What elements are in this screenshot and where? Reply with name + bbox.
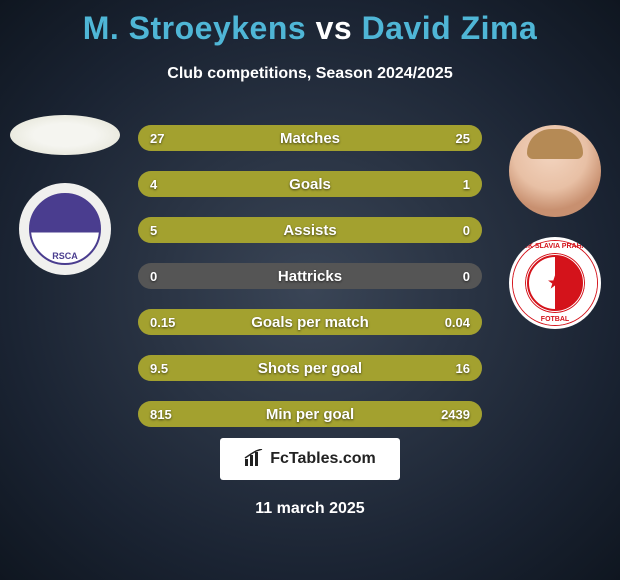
stat-value-right: 16 [444,355,482,381]
brand-logo: FcTables.com [220,438,400,480]
date-text: 11 march 2025 [0,500,620,518]
stat-value-left: 4 [138,171,169,197]
stat-value-left: 815 [138,401,184,427]
stat-row: Goals4 1 [138,171,482,197]
stat-value-left: 27 [138,125,176,151]
right-column: SK SLAVIA PRAHA FOTBAL [500,125,610,349]
player2-club-badge: SK SLAVIA PRAHA FOTBAL [509,237,601,329]
stat-value-left: 0 [138,263,169,289]
stat-row: Hattricks0 0 [138,263,482,289]
stat-value-right: 0 [451,263,482,289]
stat-row: Assists5 0 [138,217,482,243]
stat-value-left: 5 [138,217,169,243]
stat-value-right: 1 [451,171,482,197]
stat-value-right: 25 [444,125,482,151]
vs-text: vs [316,10,353,46]
stat-label: Hattricks [138,263,482,289]
stat-row: Min per goal8152439 [138,401,482,427]
stat-label: Goals per match [138,309,482,335]
comparison-title: M. Stroeykens vs David Zima [0,0,620,47]
player1-avatar [10,115,120,155]
stat-row: Matches27 25 [138,125,482,151]
stats-bars: Matches2725Goals41Assists50Hattricks00Go… [138,125,482,447]
stat-value-right: 0.04 [433,309,482,335]
stat-value-right: 2439 [429,401,482,427]
player1-club-badge [19,183,111,275]
player2-name: David Zima [362,10,538,46]
chart-icon [244,449,264,470]
stat-value-left: 0.15 [138,309,187,335]
stat-label: Assists [138,217,482,243]
player2-avatar [509,125,601,217]
stat-label: Matches [138,125,482,151]
brand-text: FcTables.com [270,450,376,468]
stat-row: Goals per match0.15 0.04 [138,309,482,335]
left-column [10,115,120,295]
subtitle: Club competitions, Season 2024/2025 [0,65,620,83]
player1-name: M. Stroeykens [83,10,306,46]
stat-row: Shots per goal9.5 16 [138,355,482,381]
stat-label: Goals [138,171,482,197]
stat-value-left: 9.5 [138,355,180,381]
stat-value-right: 0 [451,217,482,243]
stat-label: Shots per goal [138,355,482,381]
